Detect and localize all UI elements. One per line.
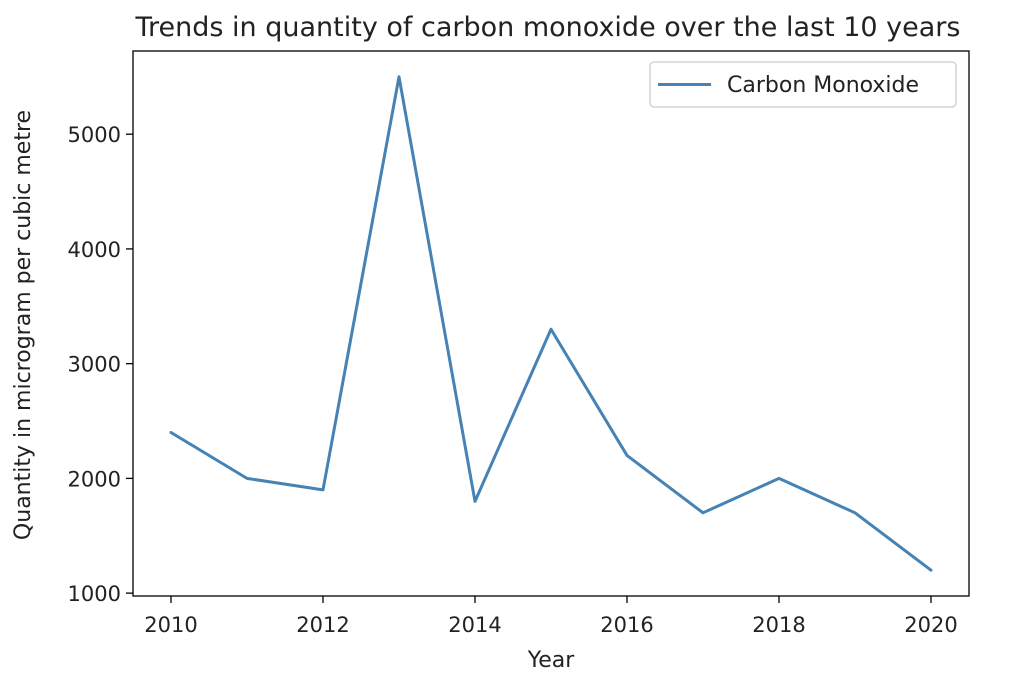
legend-label: Carbon Monoxide [727,73,919,98]
legend-box [649,61,957,108]
x-tick-label-2018: 2018 [752,613,805,637]
y-tick-label-2000: 2000 [68,467,121,491]
x-tick-label-2012: 2012 [296,613,349,637]
x-tick-label-2020: 2020 [904,613,957,637]
y-tick-label-4000: 4000 [68,238,121,262]
y-axis-label: Quantity in microgram per cubic metre [11,110,36,540]
x-axis-label: Year [527,648,576,673]
chart-title: Trends in quantity of carbon monoxide ov… [135,12,961,43]
x-tick-label-2016: 2016 [600,613,653,637]
axes: 2010 2012 2014 2016 2018 2020 1000 2000 3000 4000… [68,50,970,637]
x-tick-label-2010: 2010 [144,613,197,637]
y-tick-label-3000: 3000 [68,353,121,377]
axes-frame [132,50,970,597]
series-line-0 [169,75,933,572]
plot-area [169,75,933,572]
y-tick-label-5000: 5000 [68,123,121,147]
x-tick-label-2014: 2014 [448,613,501,637]
y-tick-label-1000: 1000 [68,582,121,606]
legend: Carbon Monoxide [649,61,957,108]
